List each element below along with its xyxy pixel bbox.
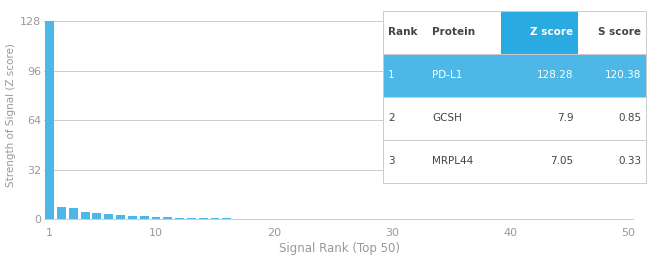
Text: 3: 3 <box>388 156 395 166</box>
Text: 0.33: 0.33 <box>618 156 642 166</box>
Text: 2: 2 <box>388 113 395 123</box>
Bar <box>222 218 231 219</box>
Bar <box>57 207 66 219</box>
Bar <box>151 217 161 219</box>
FancyBboxPatch shape <box>578 11 646 54</box>
Text: 7.05: 7.05 <box>551 156 573 166</box>
Text: 7.9: 7.9 <box>557 113 573 123</box>
Bar <box>104 214 113 219</box>
Text: Rank: Rank <box>388 27 417 38</box>
Bar <box>128 216 136 219</box>
Bar <box>116 215 125 219</box>
Bar <box>81 212 90 219</box>
Bar <box>175 218 184 219</box>
Text: Protein: Protein <box>432 27 476 38</box>
FancyBboxPatch shape <box>428 11 502 54</box>
Bar <box>211 218 220 219</box>
Text: GCSH: GCSH <box>432 113 462 123</box>
FancyBboxPatch shape <box>502 11 578 54</box>
Text: MRPL44: MRPL44 <box>432 156 474 166</box>
Text: 1: 1 <box>388 70 395 80</box>
Y-axis label: Strength of Signal (Z score): Strength of Signal (Z score) <box>6 44 16 187</box>
Text: 120.38: 120.38 <box>605 70 642 80</box>
FancyBboxPatch shape <box>384 140 646 183</box>
Text: S score: S score <box>599 27 642 38</box>
Text: 0.85: 0.85 <box>618 113 642 123</box>
FancyBboxPatch shape <box>384 54 646 97</box>
X-axis label: Signal Rank (Top 50): Signal Rank (Top 50) <box>279 242 400 256</box>
FancyBboxPatch shape <box>384 11 428 54</box>
Bar <box>69 208 78 219</box>
FancyBboxPatch shape <box>384 97 646 140</box>
Bar <box>140 216 149 219</box>
Bar <box>163 217 172 219</box>
Text: 128.28: 128.28 <box>537 70 573 80</box>
Bar <box>92 213 101 219</box>
Bar <box>46 21 54 219</box>
Bar <box>187 218 196 219</box>
Bar <box>199 218 207 219</box>
Text: Z score: Z score <box>530 27 573 38</box>
Text: PD-L1: PD-L1 <box>432 70 463 80</box>
